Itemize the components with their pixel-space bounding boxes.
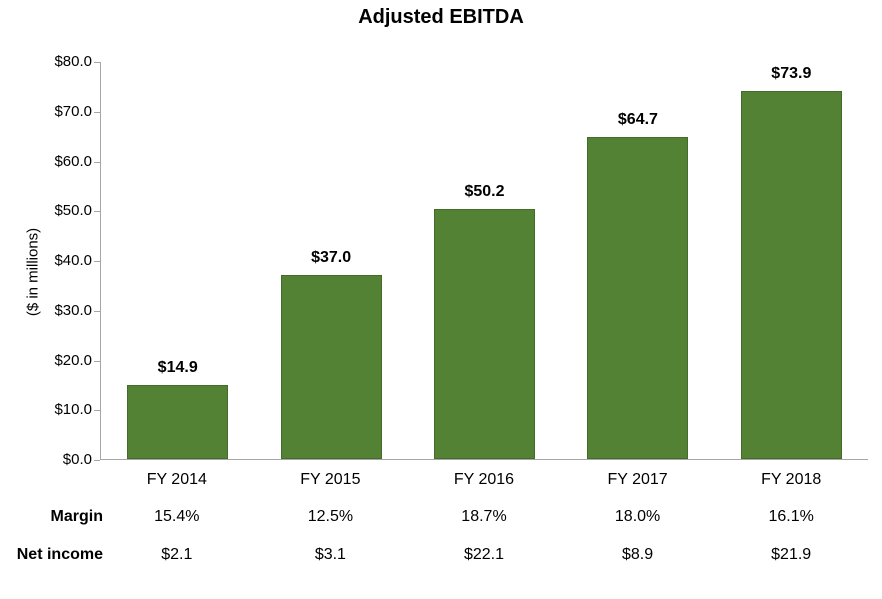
bar-slot: $64.7	[561, 62, 714, 459]
bar-fy-2016	[434, 209, 536, 459]
y-tick-label: $0.0	[62, 451, 92, 468]
y-tick-mark	[94, 360, 100, 362]
y-tick-label: $50.0	[54, 202, 92, 220]
y-tick-mark	[94, 211, 100, 213]
data-row: 15.4% 12.5% 18.7% 18.0% 16.1%	[100, 507, 868, 527]
y-tick-label: $30.0	[54, 301, 92, 319]
bar-fy-2014	[127, 385, 229, 459]
y-tick-mark	[94, 161, 100, 163]
x-tick-label: FY 2014	[146, 471, 207, 488]
row-value: 12.5%	[307, 508, 354, 525]
row-value: 16.1%	[768, 508, 814, 525]
row-value: $8.9	[622, 546, 654, 563]
y-tick-label: $60.0	[54, 152, 92, 170]
bar-slot: $37.0	[254, 62, 407, 459]
row-value: 18.0%	[614, 508, 661, 525]
y-tick-label: $20.0	[54, 351, 92, 369]
bar-value-label: $64.7	[617, 111, 658, 128]
row-value: 15.4%	[154, 508, 200, 525]
bar-slot: $50.2	[408, 62, 561, 459]
chart-title: Adjusted EBITDA	[358, 6, 524, 28]
x-tick-label: FY 2018	[761, 471, 822, 488]
row-label-net-income: Net income	[16, 546, 103, 563]
y-tick-mark	[94, 62, 100, 63]
y-tick-mark	[94, 261, 100, 262]
row-label-margin: Margin	[50, 508, 103, 525]
y-tick-mark	[94, 310, 100, 312]
row-value: $22.1	[463, 546, 504, 563]
x-tick-label: FY 2016	[453, 471, 515, 488]
bar-fy-2015	[280, 275, 382, 459]
bar-slot: $14.9	[101, 62, 254, 459]
bar-fy-2018	[740, 91, 842, 459]
y-tick-mark	[94, 410, 100, 412]
data-row: $2.1 $3.1 $22.1 $8.9 $21.9	[100, 545, 868, 565]
bar-value-label: $14.9	[157, 359, 198, 376]
x-tick-label: FY 2017	[607, 471, 668, 488]
row-value: $21.9	[771, 546, 812, 563]
y-tick-label: $80.0	[54, 53, 92, 70]
row-value: $2.1	[161, 546, 193, 563]
x-tick-label: FY 2015	[300, 471, 361, 488]
bar-value-label: $73.9	[771, 65, 812, 82]
bar-value-label: $37.0	[311, 249, 352, 266]
y-tick-label: $70.0	[54, 102, 92, 120]
y-tick-mark	[94, 460, 100, 461]
y-tick-mark	[94, 111, 100, 113]
row-value: 18.7%	[461, 508, 507, 525]
bar-slot: $73.9	[715, 62, 868, 459]
bar-fy-2017	[587, 137, 689, 459]
x-axis-labels: FY 2014 FY 2015 FY 2016 FY 2017 FY 2018	[100, 470, 868, 490]
bar-value-label: $50.2	[464, 183, 505, 200]
plot-area: $14.9 $37.0 $50.2 $64.7 $73.9	[100, 62, 868, 460]
y-tick-label: $40.0	[54, 252, 92, 269]
y-tick-label: $10.0	[54, 401, 92, 419]
row-value: $3.1	[314, 546, 346, 563]
